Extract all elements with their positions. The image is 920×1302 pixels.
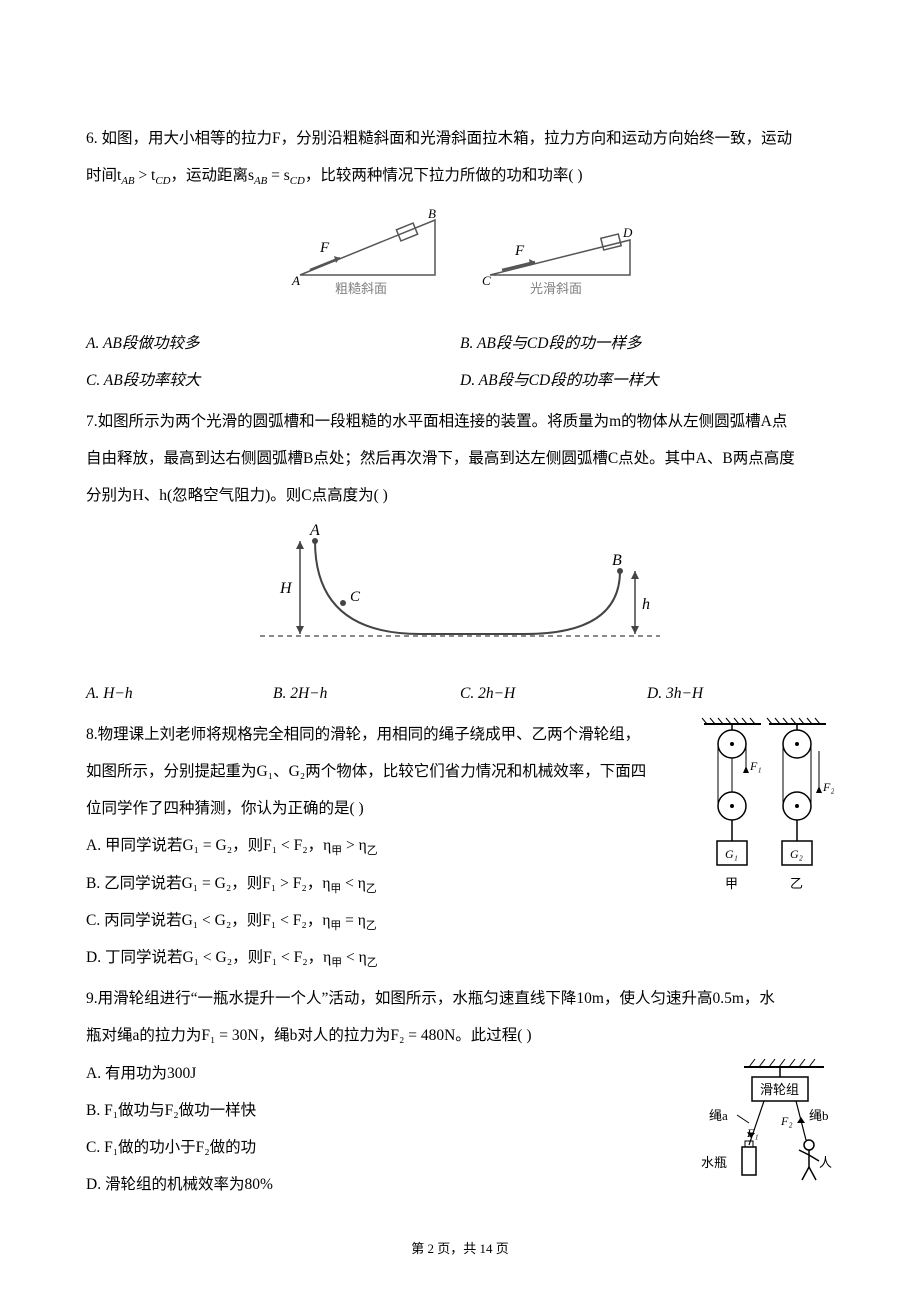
q8-F1: F₁	[749, 759, 762, 773]
question-8: F₁ G₁ 甲 F₂ G₂ 乙	[86, 716, 834, 976]
q7-l3: 分别为H、h(忽略空气阻力)。则C点高度为( )	[86, 477, 834, 514]
q8-yi: F₂ G₂ 乙	[767, 718, 834, 891]
q6-line1: 6. 如图，用大小相等的拉力F，分别沿粗糙斜面和光滑斜面拉木箱，拉力方向和运动方…	[86, 120, 834, 157]
q9-rope-a: 绳a	[709, 1108, 728, 1123]
q7-optD: D. 3h−H	[647, 675, 834, 712]
q7-B: B	[612, 552, 622, 569]
q6-right-C: C	[482, 273, 491, 288]
q8-figure: F₁ G₁ 甲 F₂ G₂ 乙	[699, 716, 834, 930]
q7-A: A	[309, 522, 320, 539]
q9-bottle: 水瓶	[701, 1155, 727, 1170]
q6-left-A: A	[291, 273, 300, 288]
q7-options: A. H−h B. 2H−h C. 2h−H D. 3h−H	[86, 675, 834, 712]
q6-left-caption: 粗糙斜面	[335, 281, 387, 296]
q6-text1: 如图，用大小相等的拉力F，分别沿粗糙斜面和光滑斜面拉木箱，拉力方向和运动方向始终…	[102, 130, 793, 147]
q6-left-F: F	[319, 240, 330, 256]
q9-l2: 瓶对绳a的拉力为F₁ = 30N，绳b对人的拉力为F₂ = 480N。此过程( …	[86, 1017, 834, 1054]
q9-F2: F₂	[780, 1114, 793, 1128]
question-9: 9.用滑轮组进行“一瓶水提升一个人”活动，如图所示，水瓶匀速直线下降10m，使人…	[86, 980, 834, 1219]
q9-person: 人	[819, 1155, 832, 1170]
q8-yi-label: 乙	[790, 876, 803, 891]
q6-left-B: B	[428, 206, 436, 221]
q7-svg: A B C H h	[250, 521, 670, 651]
q8-F2: F₂	[822, 780, 834, 794]
question-7: 7.如图所示为两个光滑的圆弧槽和一段粗糙的水平面相连接的装置。将质量为m的物体从…	[86, 403, 834, 712]
q7-h: h	[642, 596, 650, 613]
q9-svg: 滑轮组 F₁ F₂ 绳a 绳b 水瓶 人	[689, 1055, 834, 1205]
q6-optA: A. AB段做功较多	[86, 325, 460, 362]
q8-jia-label: 甲	[725, 876, 738, 891]
q9-number: 9.	[86, 990, 98, 1007]
q6-right-incline: F C D 光滑斜面	[482, 225, 633, 296]
q8-optD: D. 丁同学说若G₁ < G₂，则F₁ < F₂，η甲 < η乙	[86, 939, 834, 976]
question-6: 6. 如图，用大小相等的拉力F，分别沿粗糙斜面和光滑斜面拉木箱，拉力方向和运动方…	[86, 120, 834, 399]
q7-C: C	[350, 589, 361, 605]
q7-number: 7.	[86, 413, 98, 430]
q7-H: H	[279, 580, 293, 597]
q6-figure: F A B 粗糙斜面 F C D 光滑斜面	[86, 200, 834, 314]
q6-left-incline: F A B 粗糙斜面	[291, 206, 436, 296]
q7-l2: 自由释放，最高到达右侧圆弧槽B点处；然后再次滑下，最高到达左侧圆弧槽C点处。其中…	[86, 440, 834, 477]
q8-jia: F₁ G₁ 甲	[702, 718, 762, 891]
q6-line2: 时间tAB > tCD，运动距离sAB = sCD，比较两种情况下拉力所做的功和…	[86, 157, 834, 194]
q6-right-caption: 光滑斜面	[530, 281, 582, 296]
q7-optB: B. 2H−h	[273, 675, 460, 712]
page-footer: 第 2 页，共 14 页	[0, 1233, 920, 1264]
q6-right-D: D	[622, 225, 633, 240]
q6-options: A. AB段做功较多 B. AB段与CD段的功一样多 C. AB段功率较大 D.…	[86, 325, 834, 399]
q8-G2: G₂	[790, 847, 803, 861]
q9-l1: 9.用滑轮组进行“一瓶水提升一个人”活动，如图所示，水瓶匀速直线下降10m，使人…	[86, 980, 834, 1017]
q6-optB: B. AB段与CD段的功一样多	[460, 325, 834, 362]
q7-l1: 7.如图所示为两个光滑的圆弧槽和一段粗糙的水平面相连接的装置。将质量为m的物体从…	[86, 403, 834, 440]
q8-svg: F₁ G₁ 甲 F₂ G₂ 乙	[699, 716, 834, 916]
q7-optC: C. 2h−H	[460, 675, 647, 712]
q6-optD: D. AB段与CD段的功率一样大	[460, 362, 834, 399]
q9-box: 滑轮组	[760, 1082, 799, 1097]
q7-optA: A. H−h	[86, 675, 273, 712]
q9-figure: 滑轮组 F₁ F₂ 绳a 绳b 水瓶 人	[689, 1055, 834, 1219]
q6-number: 6.	[86, 130, 98, 147]
q6-svg: F A B 粗糙斜面 F C D 光滑斜面	[280, 200, 640, 300]
q8-number: 8.	[86, 726, 98, 743]
q6-right-F: F	[514, 243, 525, 259]
q7-figure: A B C H h	[86, 521, 834, 665]
q9-rope-b: 绳b	[809, 1108, 829, 1123]
q8-G1: G₁	[725, 847, 738, 861]
q6-optC: C. AB段功率较大	[86, 362, 460, 399]
